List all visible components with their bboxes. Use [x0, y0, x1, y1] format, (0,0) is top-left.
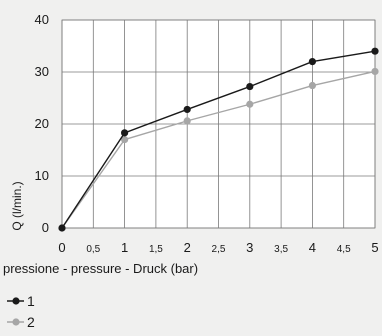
- x-tick-label: 5: [371, 240, 378, 255]
- series: [58, 47, 379, 232]
- x-tick-label: 4: [309, 240, 316, 255]
- legend-marker: [12, 318, 20, 326]
- legend-label: 2: [27, 314, 35, 330]
- data-point: [58, 224, 66, 232]
- data-point: [371, 47, 379, 55]
- x-tick-label: 0,5: [86, 244, 100, 255]
- x-tick-label: 2: [184, 240, 191, 255]
- legend-marker: [12, 297, 20, 305]
- x-tick-label: 4,5: [337, 244, 351, 255]
- legend-label: 1: [27, 293, 35, 309]
- data-point: [371, 67, 379, 76]
- data-point: [308, 81, 316, 90]
- y-tick-label: 40: [35, 12, 49, 27]
- data-point: [183, 117, 191, 125]
- y-tick-labels: 0 10 20 30 40: [35, 12, 49, 235]
- legend-item: 2: [7, 314, 35, 330]
- data-point: [183, 105, 191, 114]
- x-axis-label: pressione - pressure - Druck (bar): [3, 261, 198, 276]
- y-tick-label: 0: [42, 220, 49, 235]
- data-point: [246, 100, 254, 108]
- grid: [61, 19, 376, 229]
- y-axis-label: Q (l/min.): [10, 181, 24, 230]
- x-tick-label: 1: [121, 240, 128, 255]
- x-tick-label: 1,5: [149, 244, 163, 255]
- data-point: [121, 136, 129, 144]
- data-point: [308, 58, 316, 66]
- x-tick-label: 3,5: [274, 244, 288, 255]
- y-tick-label: 10: [35, 168, 49, 183]
- x-tick-label: 2,5: [212, 244, 226, 255]
- x-tick-label: 0: [58, 240, 65, 255]
- x-tick-label: 3: [246, 240, 253, 255]
- data-point: [121, 129, 129, 137]
- series-line: [61, 50, 376, 229]
- series-line: [61, 70, 376, 229]
- data-point: [246, 82, 254, 91]
- y-tick-label: 30: [35, 64, 49, 79]
- y-tick-label: 20: [35, 116, 49, 131]
- plot-border: [61, 19, 376, 229]
- legend-item: 1: [7, 293, 35, 309]
- legend: 12: [7, 293, 35, 330]
- x-tick-labels: 0 0,5 1 1,5 2 2,5 3 3,5 4 4,5 5: [58, 240, 378, 255]
